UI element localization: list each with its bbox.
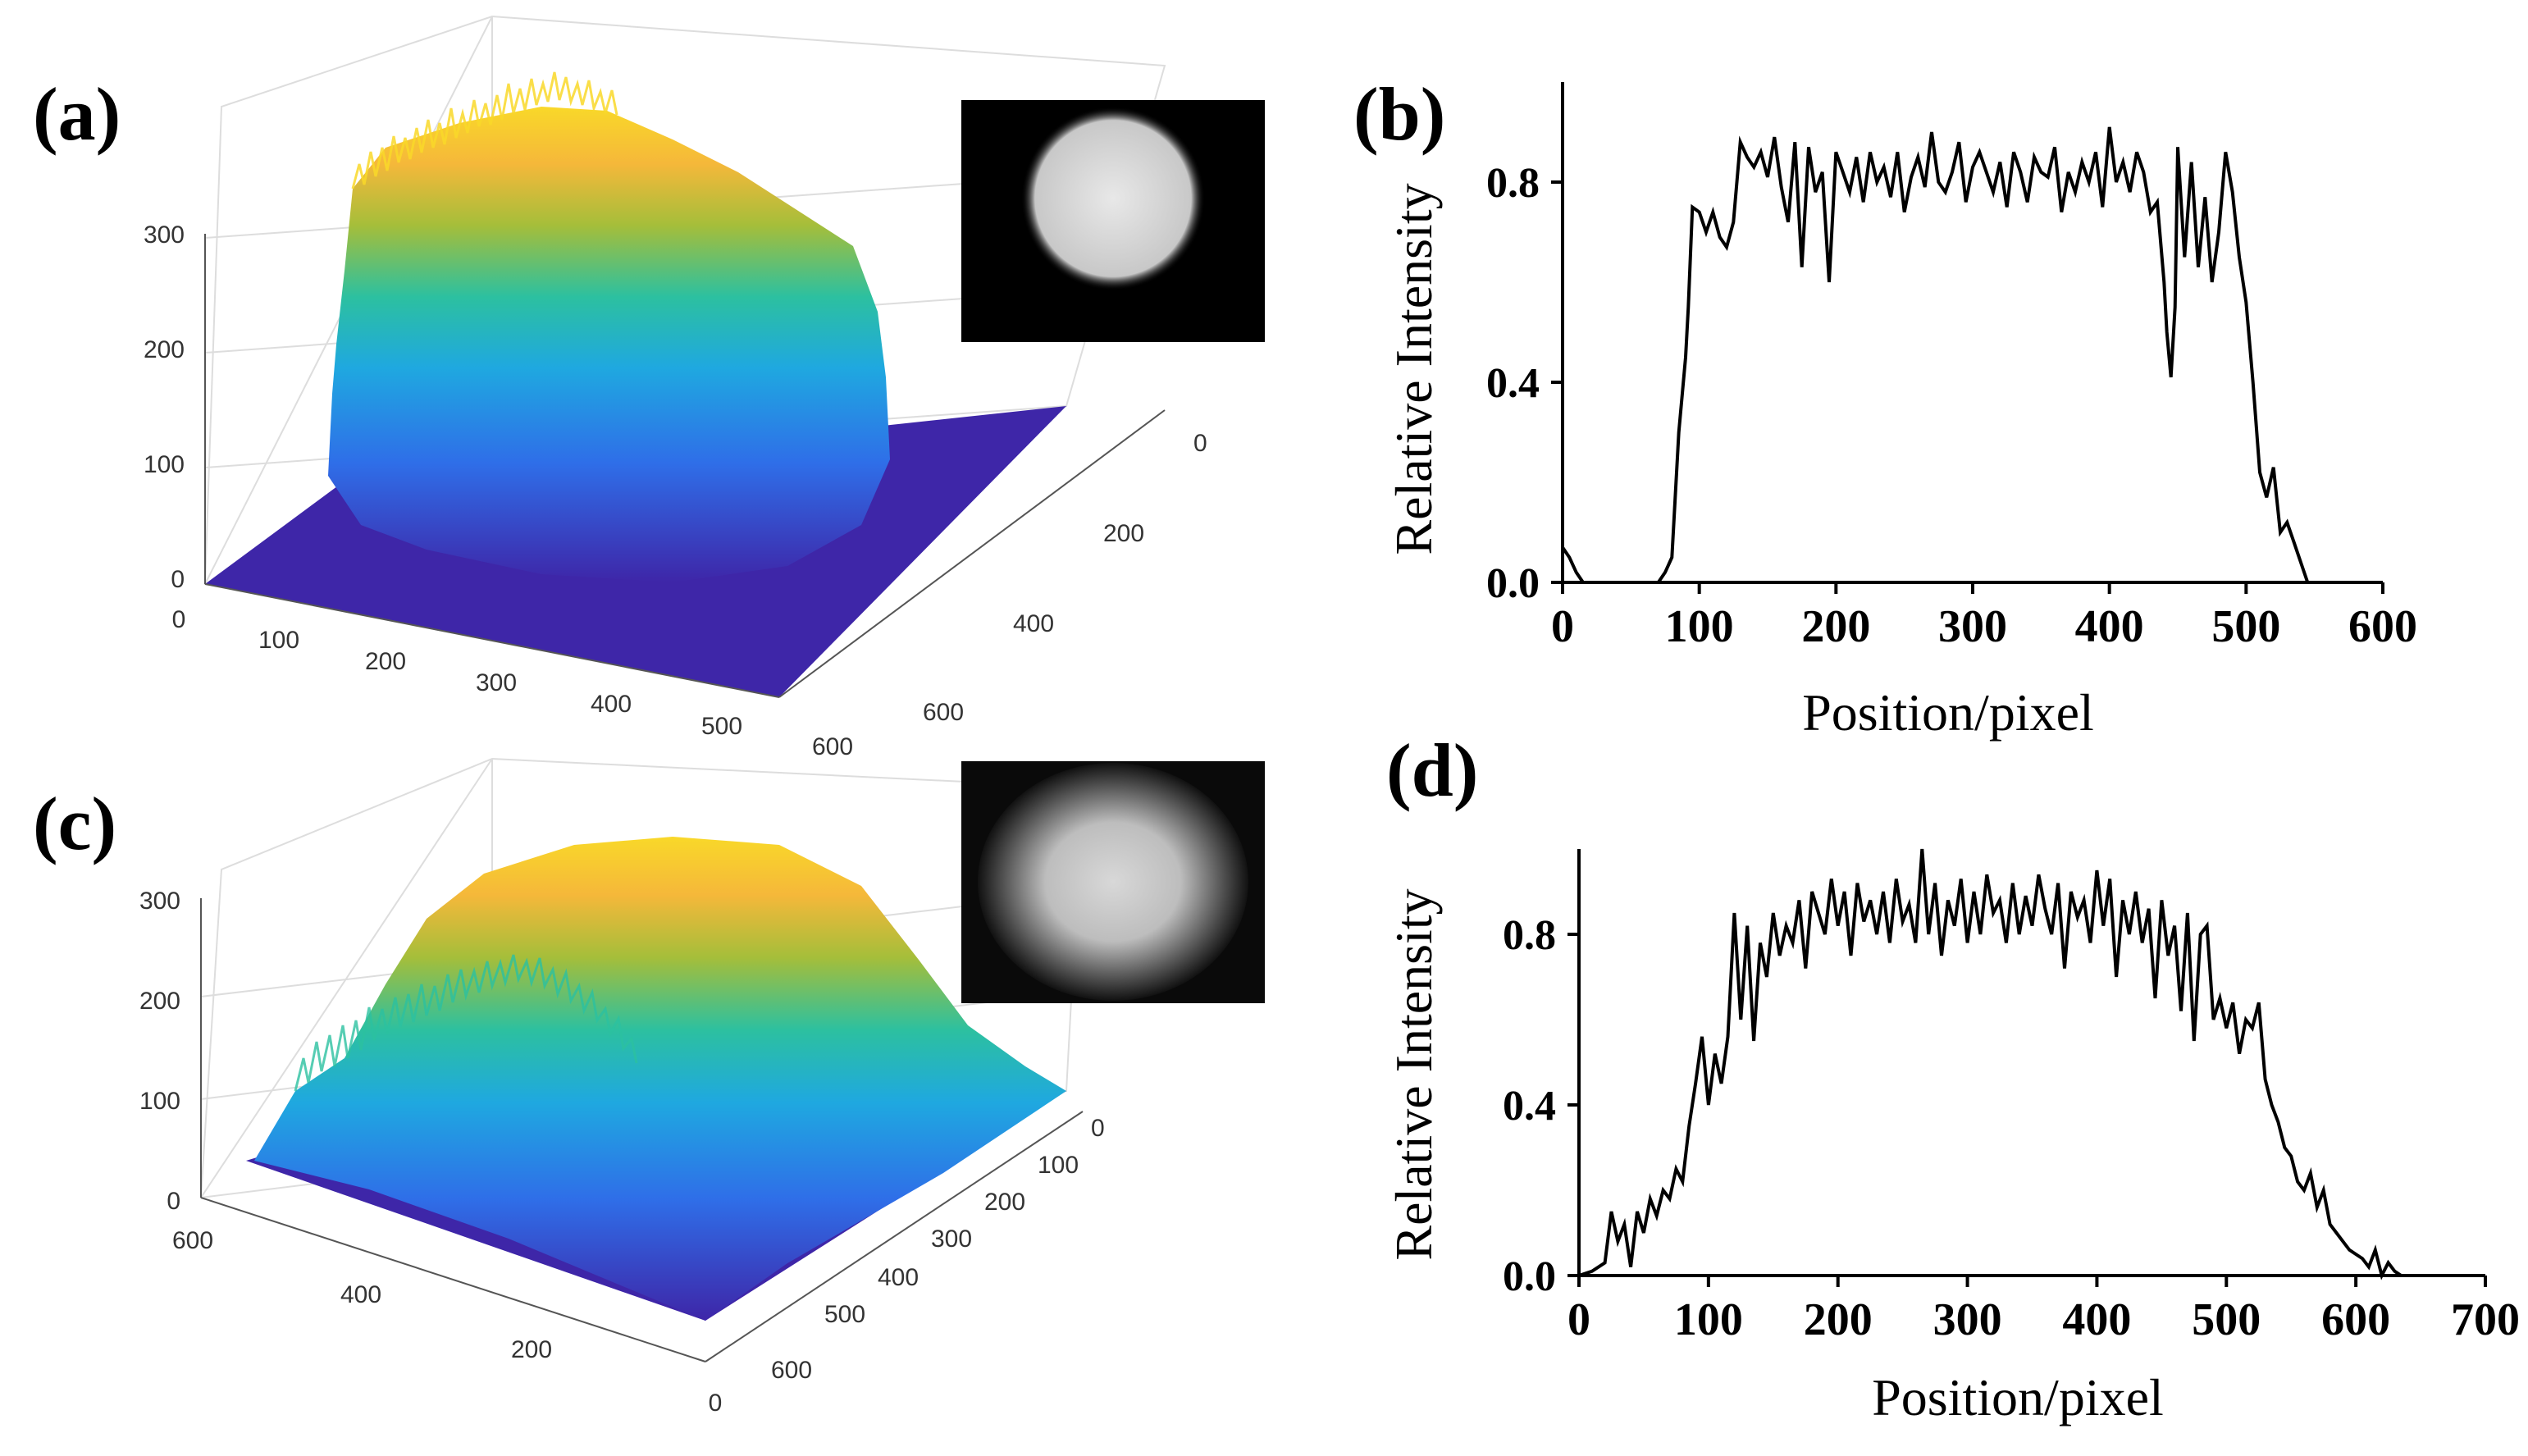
panel-b-x-ticks: 0 100 200 300 400 500 600 bbox=[1551, 582, 2417, 652]
y-tick: 500 bbox=[824, 1301, 865, 1328]
x-tick-label: 200 bbox=[1801, 601, 1870, 652]
x-tick: 500 bbox=[701, 713, 742, 740]
panel-a-label: (a) bbox=[33, 72, 121, 156]
y-tick: 200 bbox=[984, 1189, 1025, 1216]
panel-c-x-ticks: 600 400 200 0 bbox=[172, 1227, 722, 1417]
y-tick-label: 0.4 bbox=[1503, 1083, 1556, 1130]
panel-c: 300 200 100 0 600 400 200 0 0 100 200 30… bbox=[139, 757, 1265, 1417]
x-tick: 0 bbox=[172, 606, 186, 633]
x-tick-label: 300 bbox=[1938, 601, 2007, 652]
panel-a-surface bbox=[328, 107, 890, 582]
z-tick: 100 bbox=[144, 451, 185, 478]
x-tick: 600 bbox=[812, 733, 853, 760]
y-tick-label: 0.8 bbox=[1503, 912, 1556, 959]
panel-b-y-ticks: 0.0 0.4 0.8 bbox=[1486, 160, 1563, 607]
panel-c-surface bbox=[254, 837, 1066, 1321]
x-tick-label: 500 bbox=[2192, 1294, 2261, 1345]
z-tick: 300 bbox=[139, 888, 180, 915]
y-tick: 600 bbox=[923, 699, 964, 726]
y-tick: 600 bbox=[771, 1357, 812, 1384]
panel-c-y-ticks: 0 100 200 300 400 500 600 bbox=[771, 1115, 1105, 1384]
y-tick: 300 bbox=[931, 1226, 972, 1253]
y-tick-label: 0.0 bbox=[1486, 560, 1540, 607]
panel-c-z-ticks: 300 200 100 0 bbox=[139, 888, 180, 1215]
x-tick: 300 bbox=[476, 669, 517, 696]
panel-d-plot: 0 100 200 300 400 500 600 700 0.0 0.4 0.8 Positio… bbox=[1385, 848, 2520, 1426]
panel-b-ylabel: Relative Intensity bbox=[1385, 183, 1443, 555]
y-tick: 100 bbox=[1038, 1152, 1079, 1179]
panel-d-xlabel: Position/pixel bbox=[1872, 1368, 2164, 1426]
x-tick-label: 400 bbox=[2062, 1294, 2131, 1345]
y-tick: 400 bbox=[1013, 610, 1054, 637]
panel-a-y-ticks: 0 200 400 600 bbox=[923, 430, 1207, 726]
x-tick-label: 400 bbox=[2075, 601, 2144, 652]
x-tick-label: 300 bbox=[1933, 1294, 2002, 1345]
panel-b-series-line bbox=[1561, 126, 2310, 584]
panel-c-inset-disc bbox=[978, 763, 1248, 1001]
panel-a-surface-noise bbox=[351, 71, 618, 189]
z-tick: 0 bbox=[167, 1188, 180, 1215]
x-tick: 400 bbox=[340, 1281, 381, 1308]
x-tick-label: 0 bbox=[1551, 601, 1574, 652]
panel-d-x-ticks: 0 100 200 300 400 500 600 700 bbox=[1567, 1276, 2520, 1345]
y-tick-label: 0.4 bbox=[1486, 360, 1540, 407]
panel-a: 300 200 100 0 0 100 200 300 400 500 600 … bbox=[144, 15, 1265, 760]
x-tick-label: 700 bbox=[2451, 1294, 2520, 1345]
x-tick: 100 bbox=[258, 627, 299, 654]
z-tick: 0 bbox=[171, 566, 185, 593]
panel-a-axes bbox=[204, 234, 1166, 698]
z-tick: 200 bbox=[144, 336, 185, 363]
panel-c-surface-noise bbox=[294, 954, 638, 1092]
panel-c-label: (c) bbox=[33, 782, 116, 865]
x-tick-label: 600 bbox=[2321, 1294, 2390, 1345]
y-tick: 0 bbox=[1091, 1115, 1105, 1142]
panel-b-xlabel: Position/pixel bbox=[1802, 683, 2094, 742]
panel-b-plot: 0 100 200 300 400 500 600 0.0 0.4 0.8 Position/p… bbox=[1385, 82, 2417, 742]
x-tick-label: 100 bbox=[1674, 1294, 1743, 1345]
z-tick: 200 bbox=[139, 988, 180, 1015]
panel-a-inset-disc bbox=[1021, 107, 1205, 290]
x-tick-label: 0 bbox=[1567, 1294, 1590, 1345]
x-tick-label: 100 bbox=[1665, 601, 1734, 652]
x-tick: 200 bbox=[511, 1336, 552, 1363]
x-tick: 600 bbox=[172, 1227, 213, 1254]
panel-b-label: (b) bbox=[1353, 72, 1445, 156]
x-tick: 0 bbox=[709, 1390, 723, 1417]
z-tick: 300 bbox=[144, 221, 185, 249]
panel-d-series-line bbox=[1578, 848, 2415, 1280]
y-tick-label: 0.0 bbox=[1503, 1253, 1556, 1300]
panel-a-z-ticks: 300 200 100 0 bbox=[144, 221, 185, 593]
panel-d-y-ticks: 0.0 0.4 0.8 bbox=[1503, 912, 1579, 1300]
panel-c-axes bbox=[200, 898, 1084, 1362]
x-tick-label: 200 bbox=[1804, 1294, 1873, 1345]
y-tick-label: 0.8 bbox=[1486, 160, 1540, 207]
y-tick: 0 bbox=[1193, 430, 1207, 457]
x-tick: 400 bbox=[591, 691, 632, 718]
x-tick-label: 500 bbox=[2211, 601, 2280, 652]
panel-a-x-ticks: 0 100 200 300 400 500 600 bbox=[172, 606, 853, 760]
panel-d-label: (d) bbox=[1386, 728, 1478, 812]
y-tick: 400 bbox=[878, 1264, 919, 1291]
x-tick: 200 bbox=[365, 648, 406, 675]
z-tick: 100 bbox=[139, 1088, 180, 1115]
y-tick: 200 bbox=[1103, 520, 1144, 547]
x-tick-label: 600 bbox=[2348, 601, 2417, 652]
panel-d-ylabel: Relative Intensity bbox=[1385, 888, 1443, 1260]
